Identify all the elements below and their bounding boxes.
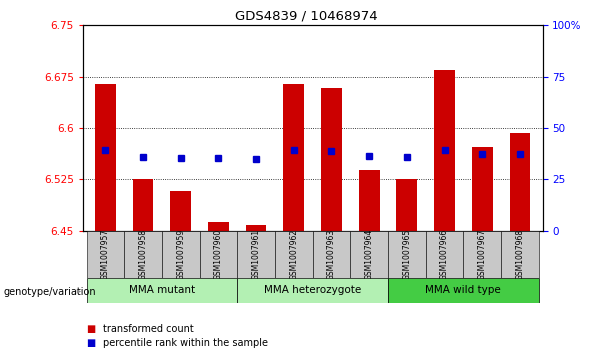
Text: genotype/variation: genotype/variation <box>3 287 96 297</box>
FancyBboxPatch shape <box>162 231 200 278</box>
Text: GSM1007966: GSM1007966 <box>440 228 449 280</box>
Text: GSM1007962: GSM1007962 <box>289 229 299 280</box>
Text: GSM1007961: GSM1007961 <box>251 229 261 280</box>
FancyBboxPatch shape <box>388 278 539 303</box>
Text: GSM1007967: GSM1007967 <box>478 228 487 280</box>
Text: GSM1007963: GSM1007963 <box>327 228 336 280</box>
Text: GSM1007965: GSM1007965 <box>402 228 411 280</box>
Text: ■: ■ <box>86 338 95 348</box>
Bar <box>434 70 455 231</box>
Text: GSM1007957: GSM1007957 <box>101 228 110 280</box>
Bar <box>359 170 379 231</box>
Bar <box>246 225 267 231</box>
FancyBboxPatch shape <box>350 231 388 278</box>
Text: GSM1007960: GSM1007960 <box>214 228 223 280</box>
Text: MMA mutant: MMA mutant <box>129 285 195 295</box>
Text: GSM1007959: GSM1007959 <box>176 228 185 280</box>
FancyBboxPatch shape <box>313 231 350 278</box>
Bar <box>132 179 153 231</box>
Text: MMA heterozygote: MMA heterozygote <box>264 285 361 295</box>
FancyBboxPatch shape <box>463 231 501 278</box>
FancyBboxPatch shape <box>124 231 162 278</box>
FancyBboxPatch shape <box>388 231 425 278</box>
Text: percentile rank within the sample: percentile rank within the sample <box>103 338 268 348</box>
FancyBboxPatch shape <box>237 231 275 278</box>
Bar <box>170 191 191 231</box>
FancyBboxPatch shape <box>86 278 237 303</box>
Bar <box>397 179 417 231</box>
FancyBboxPatch shape <box>425 231 463 278</box>
FancyBboxPatch shape <box>237 278 388 303</box>
FancyBboxPatch shape <box>200 231 237 278</box>
Text: transformed count: transformed count <box>103 323 194 334</box>
Text: GDS4839 / 10468974: GDS4839 / 10468974 <box>235 9 378 22</box>
Bar <box>509 134 530 231</box>
Bar <box>472 147 493 231</box>
Text: GSM1007958: GSM1007958 <box>139 229 148 280</box>
Bar <box>208 222 229 231</box>
Bar <box>321 88 342 231</box>
FancyBboxPatch shape <box>275 231 313 278</box>
Text: GSM1007968: GSM1007968 <box>516 229 524 280</box>
Text: GSM1007964: GSM1007964 <box>365 228 374 280</box>
FancyBboxPatch shape <box>501 231 539 278</box>
Bar <box>95 83 116 231</box>
Bar <box>283 83 304 231</box>
FancyBboxPatch shape <box>86 231 124 278</box>
Text: ■: ■ <box>86 323 95 334</box>
Text: MMA wild type: MMA wild type <box>425 285 501 295</box>
